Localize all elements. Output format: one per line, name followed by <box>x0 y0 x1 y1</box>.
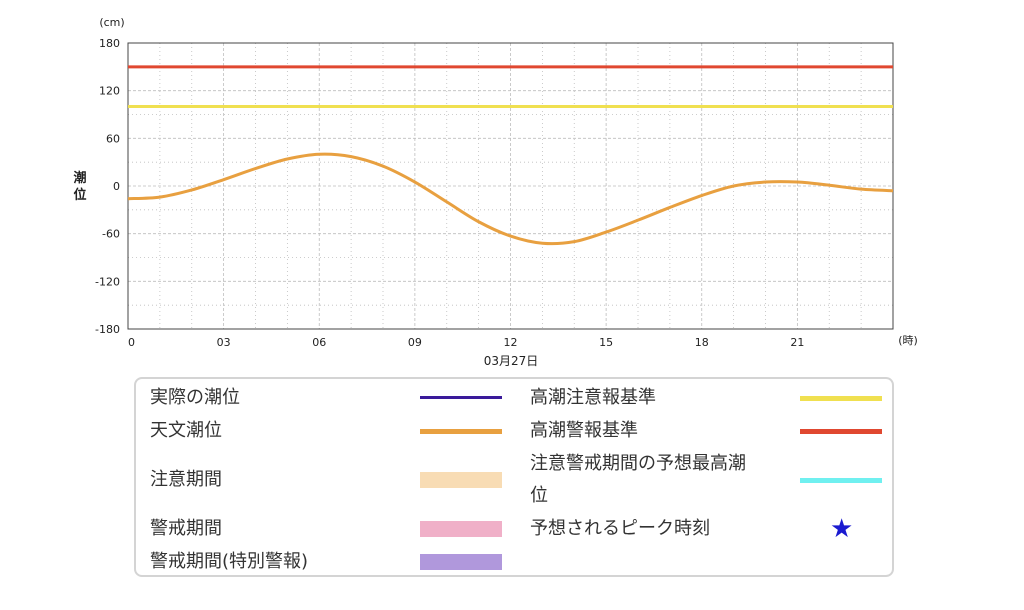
legend-label: 注意警戒期間の予想最高潮位 <box>530 453 746 506</box>
legend-line-swatch <box>420 429 502 434</box>
plot-frame <box>127 42 894 330</box>
x-tick-label: 21 <box>790 336 804 349</box>
y-unit-label: (cm) <box>99 16 124 29</box>
legend-label: 実際の潮位 <box>150 387 240 408</box>
legend-line-swatch <box>420 396 502 399</box>
y-tick-label: 120 <box>99 85 120 98</box>
tide-chart: 180 120 60 0 -60 -120 -180 0 03 06 09 12 15 18 21 (cm… <box>73 16 918 368</box>
x-tick-label: 03 <box>217 336 231 349</box>
x-tick-label: 18 <box>695 336 709 349</box>
y-tick-label: -120 <box>95 275 120 288</box>
chart-series <box>127 65 894 246</box>
legend-label: 注意期間 <box>150 469 222 490</box>
x-tick-label: 09 <box>408 336 422 349</box>
y-tick-label: 60 <box>106 132 120 145</box>
y-axis-tick-labels: 180 120 60 0 -60 -120 -180 <box>95 37 120 336</box>
legend-label: 予想されるピーク時刻 <box>530 518 710 539</box>
chart-grid <box>127 42 894 330</box>
y-tick-label: 0 <box>113 180 120 193</box>
legend-label: 天文潮位 <box>150 420 222 441</box>
legend-band-swatch <box>420 472 502 488</box>
y-tick-label: -60 <box>102 228 120 241</box>
legend-label: 警戒期間 <box>150 518 222 539</box>
chart-legend: 実際の潮位 高潮注意報基準天文潮位 高潮警報基準注意期間 注意警戒期間の予想最高潮位警… <box>134 377 894 577</box>
x-unit-label: (時) <box>898 334 918 347</box>
legend-line-swatch <box>800 396 882 401</box>
date-label: 03月27日 <box>484 354 539 368</box>
y-tick-label: 180 <box>99 37 120 50</box>
star-icon: ★ <box>830 514 854 544</box>
x-tick-label: 06 <box>312 336 326 349</box>
legend-label: 警戒期間(特別警報) <box>150 551 309 572</box>
legend-band-swatch <box>420 521 502 537</box>
x-tick-label: 15 <box>599 336 613 349</box>
y-tick-label: -180 <box>95 323 120 336</box>
legend-label: 高潮警報基準 <box>530 420 638 441</box>
astronomical-tide-line <box>127 152 894 246</box>
x-tick-label: 0 <box>128 336 135 349</box>
legend-line-swatch <box>800 478 882 483</box>
x-tick-label: 12 <box>504 336 518 349</box>
x-axis-tick-labels: 0 03 06 09 12 15 18 21 <box>128 336 804 349</box>
legend-band-swatch <box>420 554 502 570</box>
legend-label: 高潮注意報基準 <box>530 387 656 408</box>
legend-line-swatch <box>800 429 882 434</box>
y-axis-label: 潮位 <box>73 170 86 203</box>
